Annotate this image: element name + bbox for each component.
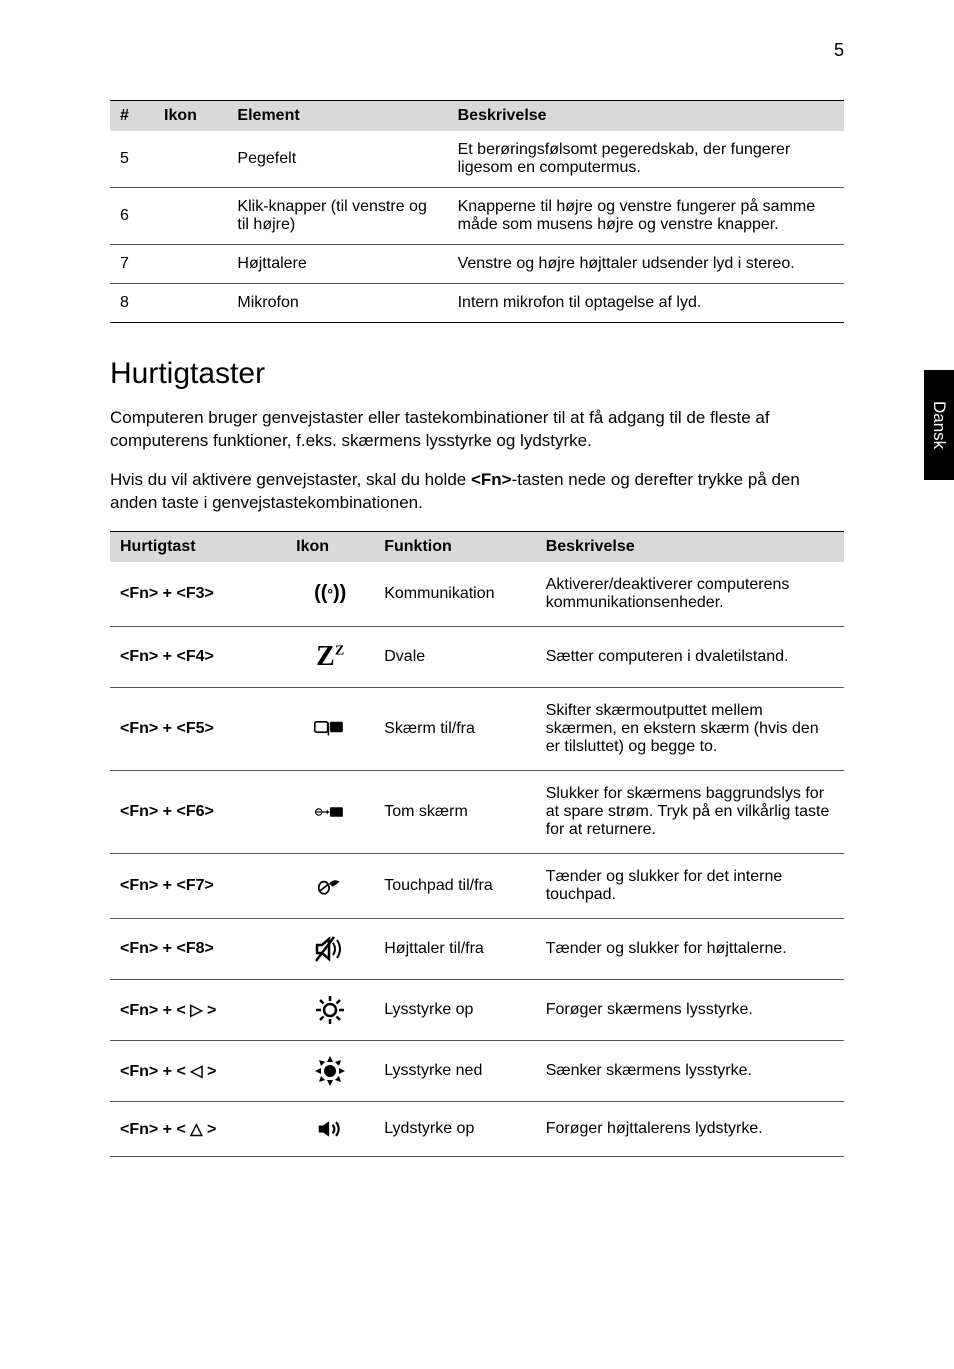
func-cell: Dvale <box>374 626 535 687</box>
icon-cell <box>286 1101 374 1156</box>
icon-cell <box>286 687 374 770</box>
icon-cell: ZZ <box>286 626 374 687</box>
hotkey-table: Hurtigtast Ikon Funktion Beskrivelse <Fn… <box>110 531 844 1157</box>
sleep-icon: ZZ <box>316 641 344 672</box>
table-row: 5 Pegefelt Et berøringsfølsomt pegeredsk… <box>110 131 844 188</box>
cell-desc: Intern mikrofon til optagelse af lyd. <box>448 284 844 323</box>
func-cell: Lydstyrke op <box>374 1101 535 1156</box>
func-cell: Tom skærm <box>374 770 535 853</box>
cell-ikon <box>154 245 227 284</box>
icon-cell <box>286 918 374 979</box>
page-number: 5 <box>834 40 844 61</box>
table-row: <Fn> + < △ > Lydstyrke op Forøger højtta… <box>110 1101 844 1156</box>
icon-cell <box>286 1040 374 1101</box>
hotkey-cell: <Fn> + <F8> <box>110 918 286 979</box>
cell-num: 6 <box>110 188 154 245</box>
icon-cell: ((°)) <box>286 562 374 627</box>
table-row: <Fn> + <F3> ((°)) Kommunikation Aktivere… <box>110 562 844 627</box>
table-row: <Fn> + < ◁ > Lysstyrke ned Sænker skærme… <box>110 1040 844 1101</box>
hotkey-cell: <Fn> + <F6> <box>110 770 286 853</box>
comm-icon: ((°)) <box>314 582 346 604</box>
cell-element: Klik-knapper (til venstre og til højre) <box>227 188 447 245</box>
th-funktion: Funktion <box>374 531 535 562</box>
cell-num: 5 <box>110 131 154 188</box>
hotkey-cell: <Fn> + < △ > <box>110 1101 286 1156</box>
cell-desc: Et berøringsfølsomt pegeredskab, der fun… <box>448 131 844 188</box>
cell-desc: Venstre og højre højttaler udsender lyd … <box>448 245 844 284</box>
desc-cell: Tænder og slukker for højttalerne. <box>536 918 844 979</box>
table-row: <Fn> + <F7> Touchpad til/fra Tænder og s… <box>110 853 844 918</box>
table-row: <Fn> + <F6> Tom skærm Slukker for skærme… <box>110 770 844 853</box>
hotkey-cell: <Fn> + <F4> <box>110 626 286 687</box>
cell-ikon <box>154 131 227 188</box>
desc-cell: Sænker skærmens lysstyrke. <box>536 1040 844 1101</box>
table-row: <Fn> + <F4> ZZ Dvale Sætter computeren i… <box>110 626 844 687</box>
desc-cell: Forøger højttalerens lydstyrke. <box>536 1101 844 1156</box>
touchpad-icon <box>317 873 343 899</box>
func-cell: Højttaler til/fra <box>374 918 535 979</box>
para2-key: <Fn> <box>471 470 512 489</box>
language-side-tab: Dansk <box>924 370 954 480</box>
hotkey-cell: <Fn> + <F5> <box>110 687 286 770</box>
cell-num: 7 <box>110 245 154 284</box>
icon-cell <box>286 853 374 918</box>
table-row: <Fn> + <F8> Højttaler til/fra Tænder og … <box>110 918 844 979</box>
func-cell: Kommunikation <box>374 562 535 627</box>
func-cell: Skærm til/fra <box>374 687 535 770</box>
intro-paragraph-2: Hvis du vil aktivere genvejstaster, skal… <box>110 469 844 515</box>
display-toggle-icon <box>314 713 346 745</box>
table-row: 8 Mikrofon Intern mikrofon til optagelse… <box>110 284 844 323</box>
hotkey-cell: <Fn> + <F3> <box>110 562 286 627</box>
table-row: 6 Klik-knapper (til venstre og til højre… <box>110 188 844 245</box>
desc-cell: Aktiverer/deaktiverer computerens kommun… <box>536 562 844 627</box>
desc-cell: Skifter skærmoutputtet mellem skærmen, e… <box>536 687 844 770</box>
cell-num: 8 <box>110 284 154 323</box>
th-element: Element <box>227 101 447 132</box>
cell-element: Mikrofon <box>227 284 447 323</box>
para2-pre: Hvis du vil aktivere genvejstaster, skal… <box>110 470 471 489</box>
icon-cell <box>286 770 374 853</box>
parts-table: # Ikon Element Beskrivelse 5 Pegefelt Et… <box>110 100 844 323</box>
icon-cell <box>286 979 374 1040</box>
func-cell: Lysstyrke op <box>374 979 535 1040</box>
speaker-toggle-icon <box>314 933 346 965</box>
cell-element: Pegefelt <box>227 131 447 188</box>
desc-cell: Sætter computeren i dvaletilstand. <box>536 626 844 687</box>
table-row: <Fn> + <F5> Skærm til/fra Skifter skærmo… <box>110 687 844 770</box>
hotkey-cell: <Fn> + <F7> <box>110 853 286 918</box>
table-row: 7 Højttalere Venstre og højre højttaler … <box>110 245 844 284</box>
section-heading: Hurtigtaster <box>110 357 844 391</box>
th-ikon: Ikon <box>154 101 227 132</box>
th-num: # <box>110 101 154 132</box>
th-ikon: Ikon <box>286 531 374 562</box>
hotkey-cell: <Fn> + < ◁ > <box>110 1040 286 1101</box>
cell-ikon <box>154 188 227 245</box>
volume-up-icon <box>317 1116 343 1142</box>
func-cell: Lysstyrke ned <box>374 1040 535 1101</box>
desc-cell: Slukker for skærmens baggrundslys for at… <box>536 770 844 853</box>
th-hotkey: Hurtigtast <box>110 531 286 562</box>
th-beskrivelse: Beskrivelse <box>536 531 844 562</box>
cell-element: Højttalere <box>227 245 447 284</box>
th-besk: Beskrivelse <box>448 101 844 132</box>
hotkey-cell: <Fn> + < ▷ > <box>110 979 286 1040</box>
cell-ikon <box>154 284 227 323</box>
brightness-down-icon <box>314 1055 346 1087</box>
blank-screen-icon <box>314 796 346 828</box>
func-cell: Touchpad til/fra <box>374 853 535 918</box>
brightness-up-icon <box>314 994 346 1026</box>
table-row: <Fn> + < ▷ > Lysstyrke op Forøger skærme… <box>110 979 844 1040</box>
intro-paragraph-1: Computeren bruger genvejstaster eller ta… <box>110 407 844 453</box>
cell-desc: Knapperne til højre og venstre fungerer … <box>448 188 844 245</box>
desc-cell: Tænder og slukker for det interne touchp… <box>536 853 844 918</box>
desc-cell: Forøger skærmens lysstyrke. <box>536 979 844 1040</box>
